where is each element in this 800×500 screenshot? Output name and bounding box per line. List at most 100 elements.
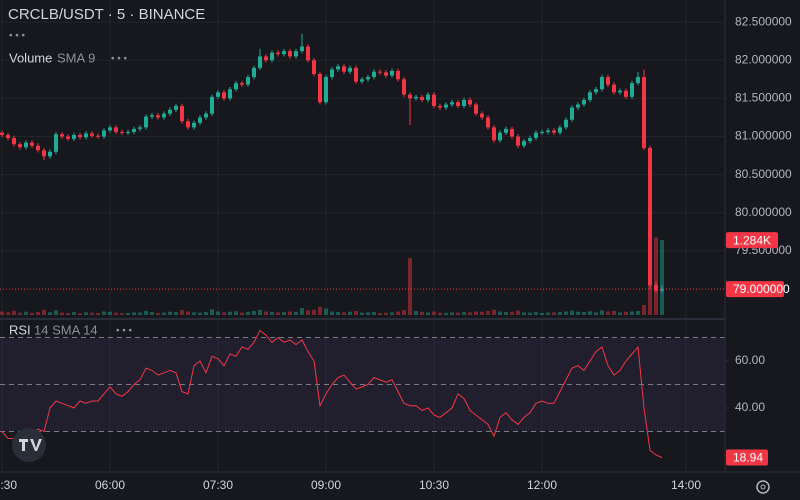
x-tick-label: 14:00 xyxy=(671,478,701,492)
volume-bar xyxy=(306,310,310,315)
candle-body xyxy=(582,99,586,105)
price-badge-label: 79.000000 xyxy=(733,282,790,296)
volume-bar xyxy=(354,310,358,315)
candle-body xyxy=(318,73,322,103)
menu-dots[interactable]: • • • xyxy=(116,326,133,337)
candle-body xyxy=(516,136,520,146)
candle-body xyxy=(558,127,562,133)
logo[interactable] xyxy=(12,428,46,462)
volume-bar xyxy=(438,312,442,315)
candle-body xyxy=(198,117,202,123)
volume-bar xyxy=(90,312,94,315)
logo-bg[interactable] xyxy=(12,428,46,462)
menu-dots[interactable]: • • • xyxy=(9,31,26,42)
volume-bar xyxy=(180,310,184,315)
x-tick-label: 04:30 xyxy=(0,478,17,492)
volume-bar xyxy=(288,311,292,315)
volume-bar xyxy=(522,312,526,315)
volume-bar xyxy=(492,309,496,315)
candle-body xyxy=(372,71,376,78)
volume-badge-label: 1.284K xyxy=(733,233,771,247)
rsi-params: 14 SMA 14 xyxy=(34,322,98,337)
volume-bar xyxy=(528,312,532,315)
volume-bar xyxy=(624,311,628,315)
volume-bar xyxy=(510,311,514,315)
logo-mark[interactable] xyxy=(19,439,42,451)
volume-bar xyxy=(258,309,262,315)
volume-bar xyxy=(12,310,16,315)
candle-body xyxy=(474,104,478,114)
volume-bar xyxy=(390,312,394,315)
candle-body xyxy=(438,106,442,108)
candle-body xyxy=(24,142,28,148)
menu-dots[interactable]: • • • xyxy=(111,54,128,65)
volume-bar xyxy=(546,312,550,315)
candle-body xyxy=(420,96,424,100)
y-tick-label: 82.500000 xyxy=(735,14,792,28)
candle-body xyxy=(108,127,112,131)
gear-icon[interactable] xyxy=(756,480,770,494)
volume-bar xyxy=(174,312,178,315)
volume-bar xyxy=(420,311,424,315)
candle-body xyxy=(510,128,514,137)
candle-body xyxy=(588,92,592,100)
volume-bar xyxy=(540,312,544,315)
candle-body xyxy=(576,104,580,108)
volume-bar xyxy=(108,311,112,315)
candle-body xyxy=(540,131,544,133)
candle-body xyxy=(246,77,250,85)
candle-body xyxy=(216,92,220,97)
volume-label: Volume xyxy=(9,50,52,65)
volume-bar xyxy=(570,310,574,315)
gear-center[interactable] xyxy=(760,484,766,490)
candle-body xyxy=(12,138,16,145)
volume-bar xyxy=(552,312,556,315)
volume-bar xyxy=(402,310,406,315)
candle-body xyxy=(258,56,262,68)
candle-body xyxy=(144,116,148,128)
rsi-badge xyxy=(726,449,768,466)
y-tick-label: 81.500000 xyxy=(735,91,792,105)
rsi-tick-label: 60.00 xyxy=(735,353,765,367)
volume-bar xyxy=(426,312,430,315)
candle-body xyxy=(498,132,502,141)
volume-indicator: SMA 9 xyxy=(57,50,95,65)
volume-bar xyxy=(222,312,226,315)
volume-bar xyxy=(642,305,646,315)
settings[interactable] xyxy=(756,480,770,494)
candle-body xyxy=(264,56,268,61)
candle-body xyxy=(270,52,274,61)
candle-body xyxy=(60,134,64,137)
volume-bar xyxy=(360,312,364,315)
candle-body xyxy=(504,128,508,133)
volume-bar xyxy=(450,312,454,315)
candle-body xyxy=(0,132,4,135)
volume-bar xyxy=(144,310,148,315)
volume-bar xyxy=(120,313,124,315)
candle-body xyxy=(120,131,124,133)
volume-bar xyxy=(96,312,100,315)
volume-bar xyxy=(582,312,586,315)
volume-bar xyxy=(66,312,70,315)
volume-badge xyxy=(726,232,778,249)
volume-bar xyxy=(312,309,316,315)
plot-area xyxy=(0,33,725,458)
candle-body xyxy=(348,67,352,72)
candle-body xyxy=(522,141,526,146)
volume-bar xyxy=(300,308,304,315)
volume-bar xyxy=(204,312,208,315)
candle-body xyxy=(468,99,472,105)
candle-body xyxy=(294,51,298,57)
candle-body xyxy=(330,69,334,78)
candle-body xyxy=(534,132,538,139)
candle-body xyxy=(42,150,46,157)
candle-body xyxy=(408,94,412,99)
volume-bar xyxy=(156,312,160,315)
volume-bar xyxy=(246,311,250,315)
candle-body xyxy=(354,67,358,82)
volume-bar xyxy=(462,312,466,315)
x-tick-label: 06:00 xyxy=(95,478,125,492)
volume-bar xyxy=(72,312,76,315)
candle-body xyxy=(642,77,646,148)
